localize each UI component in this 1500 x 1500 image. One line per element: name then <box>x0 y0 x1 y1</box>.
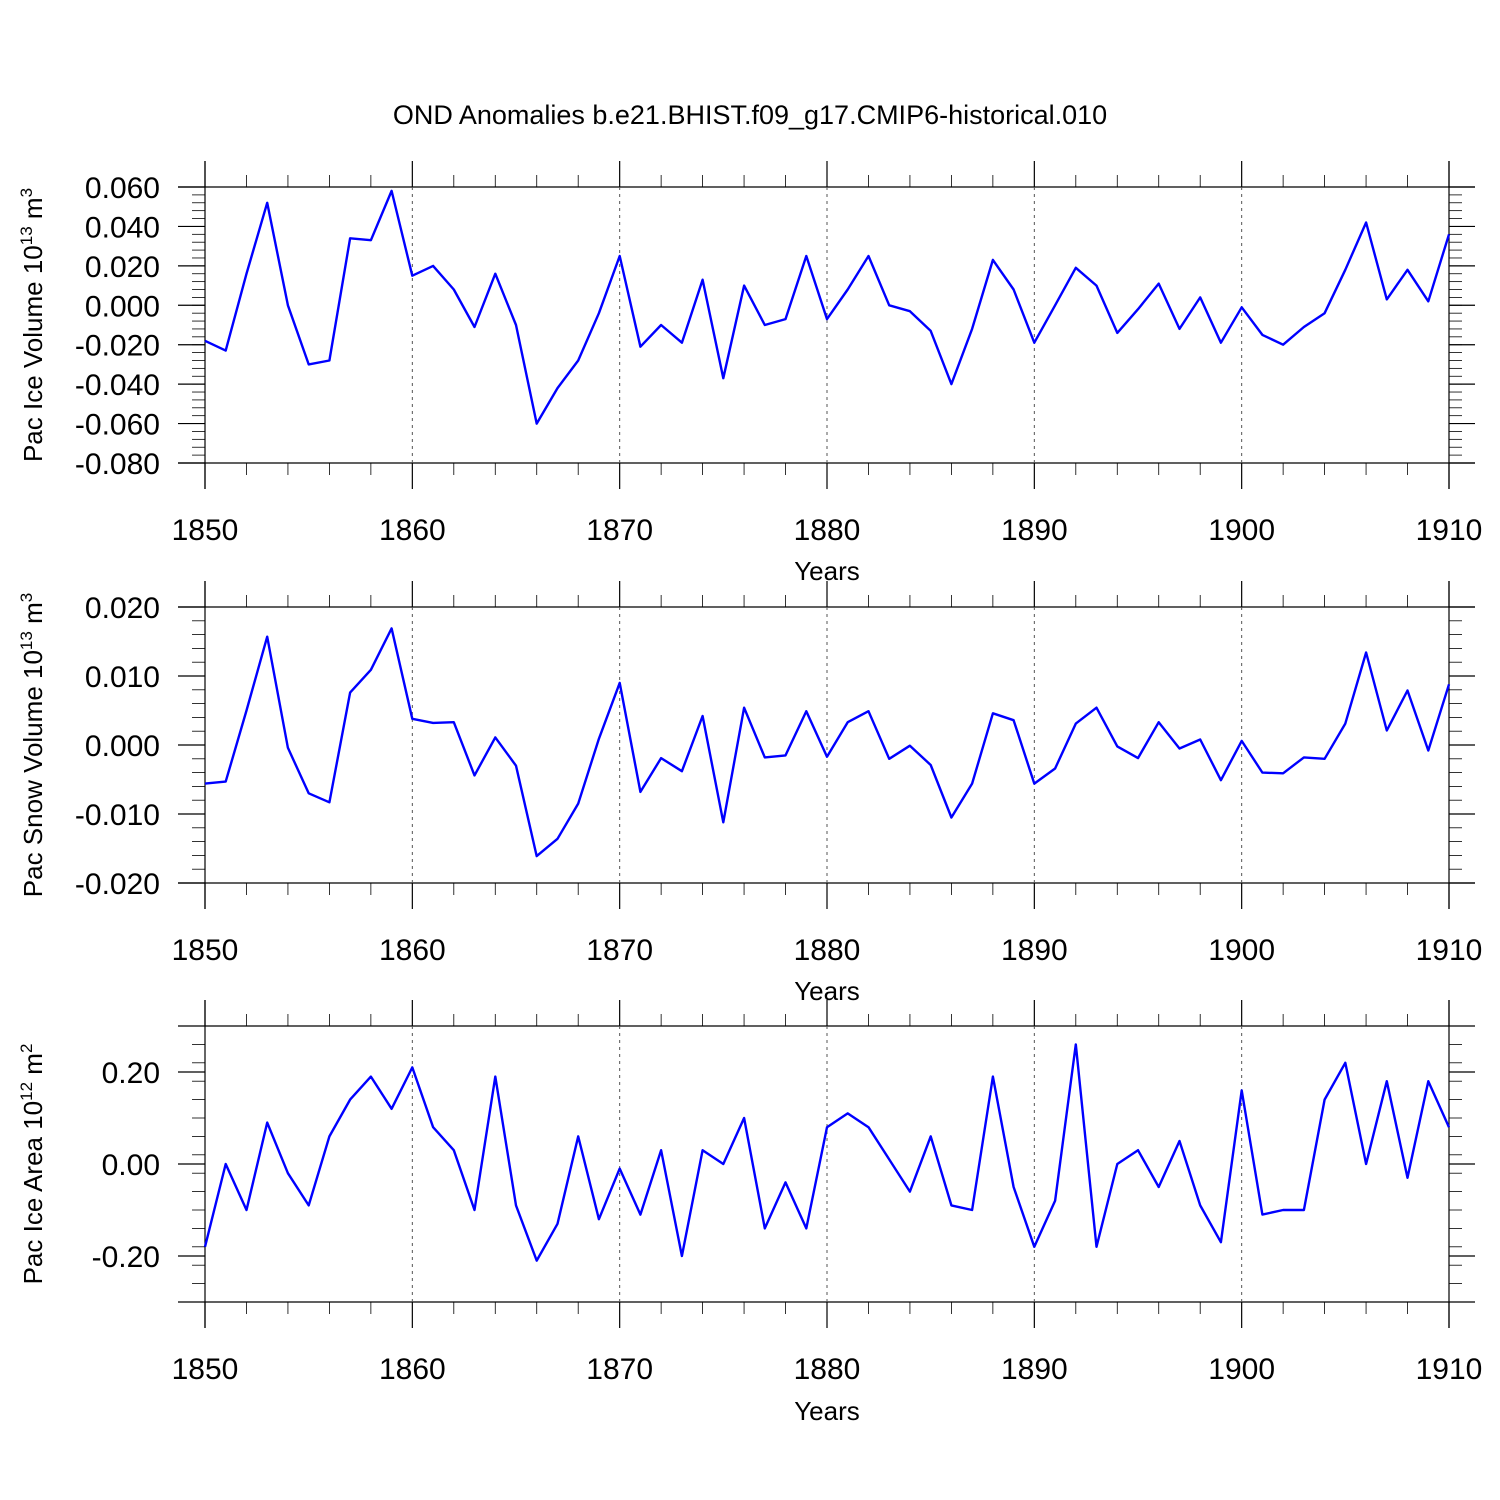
x-tick-label: 1850 <box>172 934 239 967</box>
x-tick-label: 1850 <box>172 1353 239 1386</box>
x-tick-label: 1860 <box>379 514 446 547</box>
series-line <box>203 1043 1451 1262</box>
x-tick-label: 1900 <box>1208 934 1275 967</box>
chart-panel-3: 1850 1860 1870 1880 1890 1900 1910 0.20 0.00 -0.2… <box>17 1000 1482 1426</box>
y-tick-label: -0.060 <box>75 409 160 442</box>
y-tick-label: -0.020 <box>75 868 160 901</box>
y-tick-label: 0.000 <box>85 730 160 763</box>
chart-title: OND Anomalies b.e21.BHIST.f09_g17.CMIP6-… <box>393 100 1107 130</box>
series-line <box>204 627 1451 858</box>
x-tick-label: 1860 <box>379 1353 446 1386</box>
y-tick-label: 0.020 <box>85 592 160 625</box>
chart-panel-1: 1850 1860 1870 1880 1890 1900 1910 0.060 0.040 0.… <box>17 161 1482 586</box>
y-tick-label: 0.00 <box>102 1149 160 1182</box>
x-tick-label: 1870 <box>586 514 653 547</box>
x-tick-label: 1880 <box>794 514 861 547</box>
y-tick-label: -0.040 <box>75 369 160 402</box>
x-tick-label: 1890 <box>1001 514 1068 547</box>
x-tick-label: 1900 <box>1208 1353 1275 1386</box>
x-tick-label: 1910 <box>1416 1353 1483 1386</box>
y-axis-label: Pac Ice Area 1012 m2 <box>17 1044 48 1285</box>
y-tick-label: 0.040 <box>85 211 160 244</box>
y-tick-label: -0.010 <box>75 799 160 832</box>
x-tick-label: 1870 <box>586 934 653 967</box>
x-tick-label: 1870 <box>586 1353 653 1386</box>
y-tick-label: 0.020 <box>85 251 160 284</box>
series-line <box>204 189 1451 425</box>
x-axis-label: Years <box>794 1396 860 1426</box>
x-tick-label: 1900 <box>1208 514 1275 547</box>
y-tick-label: -0.080 <box>75 448 160 481</box>
x-tick-label: 1850 <box>172 514 239 547</box>
y-tick-label: 0.000 <box>85 290 160 323</box>
y-axis-label: Pac Snow Volume 1013 m3 <box>17 593 48 897</box>
x-tick-label: 1910 <box>1416 934 1483 967</box>
chart-panel-2: 1850 1860 1870 1880 1890 1900 1910 0.020 0.010 0.… <box>17 581 1482 1006</box>
x-tick-label: 1890 <box>1001 934 1068 967</box>
x-tick-label: 1880 <box>794 1353 861 1386</box>
x-tick-label: 1860 <box>379 934 446 967</box>
x-tick-label: 1880 <box>794 934 861 967</box>
y-axis-label: Pac Ice Volume 1013 m3 <box>17 188 48 462</box>
x-tick-label: 1910 <box>1416 514 1483 547</box>
y-tick-label: 0.20 <box>102 1057 160 1090</box>
x-tick-label: 1890 <box>1001 1353 1068 1386</box>
panels: 1850 1860 1870 1880 1890 1900 1910 0.060 0.040 0.… <box>17 161 1482 1426</box>
y-tick-label: -0.020 <box>75 330 160 363</box>
y-tick-label: -0.20 <box>92 1241 160 1274</box>
y-tick-label: 0.010 <box>85 661 160 694</box>
y-tick-label: 0.060 <box>85 172 160 205</box>
